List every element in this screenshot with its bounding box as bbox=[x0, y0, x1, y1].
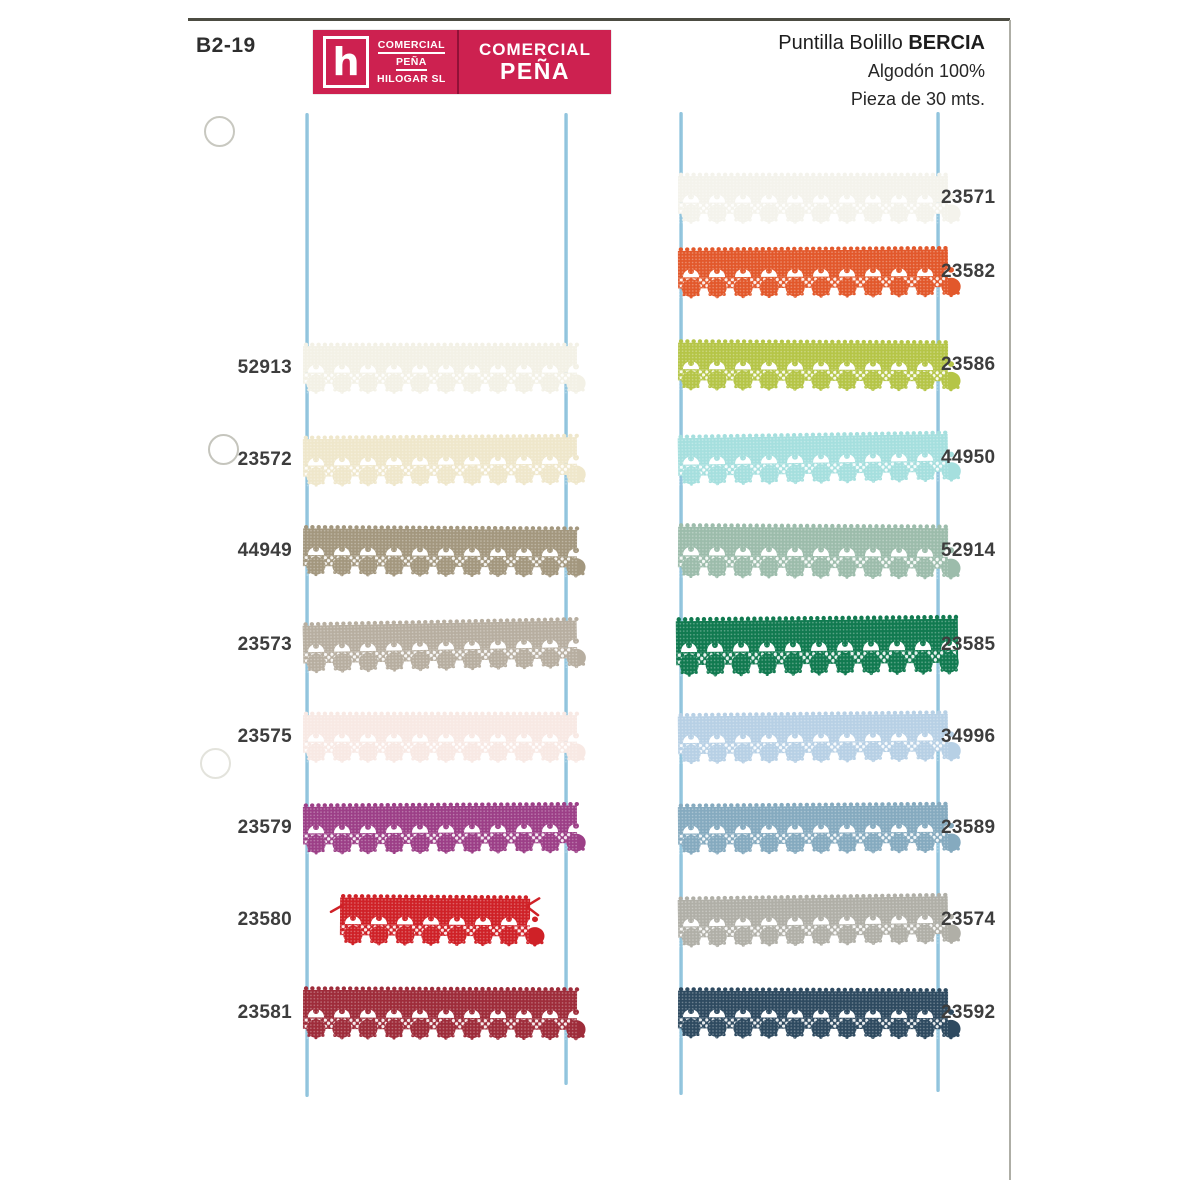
hanging-thread bbox=[564, 113, 568, 1085]
lace-sample-23581 bbox=[302, 985, 586, 1042]
hanging-thread bbox=[305, 113, 309, 1097]
brand-banner-name-segment: COMERCIAL PEÑA bbox=[459, 30, 611, 94]
lace-sample-23571 bbox=[678, 171, 961, 225]
ref-label-23582: 23582 bbox=[941, 261, 996, 282]
ref-label-23574: 23574 bbox=[941, 909, 996, 930]
lace-sample-23592 bbox=[677, 986, 961, 1041]
ref-label-23589: 23589 bbox=[941, 817, 996, 838]
brand-small-text: COMERCIAL PEÑA HILOGAR SL bbox=[377, 39, 446, 85]
product-piece-length: Pieza de 30 mts. bbox=[850, 89, 985, 109]
brand-large-comercial: COMERCIAL bbox=[479, 40, 591, 59]
ref-label-23575: 23575 bbox=[237, 726, 292, 747]
ref-label-44950: 44950 bbox=[941, 447, 996, 468]
lace-sample-23585 bbox=[675, 612, 959, 678]
ref-label-23592: 23592 bbox=[941, 1002, 996, 1023]
lace-sample-23573 bbox=[302, 615, 586, 675]
punch-hole bbox=[208, 434, 239, 465]
lace-sample-23574 bbox=[677, 891, 961, 949]
hanging-thread bbox=[936, 112, 940, 1092]
brand-banner-logo-segment: h COMERCIAL PEÑA HILOGAR SL bbox=[313, 30, 459, 94]
lace-sample-23579 bbox=[302, 800, 586, 856]
product-title: Puntilla Bolillo BERCIA bbox=[778, 32, 985, 55]
lace-sample-23586 bbox=[677, 338, 961, 393]
lace-sample-23575 bbox=[303, 710, 586, 764]
brand-banner: h COMERCIAL PEÑA HILOGAR SL COMERCIAL PE… bbox=[313, 30, 611, 94]
product-title-prefix: Puntilla Bolillo bbox=[778, 32, 903, 54]
ref-label-23586: 23586 bbox=[941, 354, 996, 375]
lace-sample-34996 bbox=[677, 709, 961, 766]
ref-label-52913: 52913 bbox=[237, 357, 292, 378]
lace-sample-52914 bbox=[677, 521, 961, 581]
ref-label-44949: 44949 bbox=[237, 540, 292, 561]
ref-label-23572: 23572 bbox=[237, 449, 292, 470]
hilogar-letter: h bbox=[332, 40, 360, 84]
ref-label-52914: 52914 bbox=[941, 540, 996, 561]
ref-label-34996: 34996 bbox=[941, 726, 996, 747]
lace-sample-23582 bbox=[677, 244, 961, 300]
lace-sample-23580 bbox=[329, 892, 545, 948]
ref-label-23581: 23581 bbox=[237, 1002, 292, 1023]
lace-sample-44949 bbox=[302, 523, 586, 579]
lace-sample-23572 bbox=[302, 432, 586, 488]
punch-hole bbox=[204, 116, 235, 147]
ref-label-23579: 23579 bbox=[237, 817, 292, 838]
page-code: B2-19 bbox=[196, 34, 256, 57]
lace-sample-44950 bbox=[677, 429, 961, 488]
hilogar-h-logo: h bbox=[323, 36, 369, 88]
product-title-name: BERCIA bbox=[908, 32, 985, 54]
brand-large-pena: PEÑA bbox=[500, 57, 570, 84]
lace-sample-52913 bbox=[303, 341, 586, 395]
ref-label-23580: 23580 bbox=[237, 909, 292, 930]
page-right-edge bbox=[1009, 20, 1011, 1180]
lace-sample-23589 bbox=[677, 800, 961, 856]
product-title-block: Puntilla Bolillo BERCIA Algodón 100% Pie… bbox=[778, 32, 985, 117]
product-material: Algodón 100% bbox=[867, 61, 985, 81]
ref-label-23571: 23571 bbox=[941, 187, 996, 208]
brand-line-pena: PEÑA bbox=[395, 56, 427, 72]
brand-line-hilogar: HILOGAR SL bbox=[377, 73, 446, 86]
ref-label-23585: 23585 bbox=[941, 634, 996, 655]
punch-hole bbox=[200, 748, 231, 779]
brand-line-comercial: COMERCIAL bbox=[377, 39, 445, 54]
page-top-edge bbox=[188, 18, 1010, 21]
ref-label-23573: 23573 bbox=[237, 634, 292, 655]
hanging-thread bbox=[679, 112, 683, 1095]
